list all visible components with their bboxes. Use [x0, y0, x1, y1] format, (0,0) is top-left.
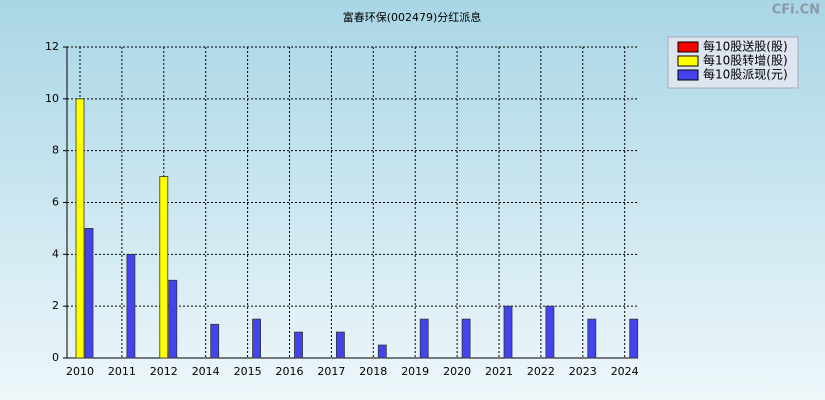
legend-swatch: [677, 55, 699, 67]
x-tick-label: 2011: [108, 365, 136, 378]
bar: [377, 344, 387, 359]
legend-label: 每10股送股(股): [703, 39, 788, 54]
x-tick-label: 2022: [527, 365, 555, 378]
bar: [419, 318, 429, 359]
bar: [629, 318, 639, 359]
y-tick-label: 10: [45, 92, 59, 105]
x-tick-label: 2016: [276, 365, 304, 378]
x-tick-label: 2014: [192, 365, 220, 378]
x-tick-label: 2010: [66, 365, 94, 378]
bar: [159, 176, 169, 359]
bar: [461, 318, 471, 359]
bar: [503, 305, 513, 359]
legend-swatch: [677, 41, 699, 53]
chart-title: 富春环保(002479)分红派息: [343, 10, 482, 24]
y-tick-label: 0: [52, 351, 59, 364]
x-tick-label: 2018: [359, 365, 387, 378]
x-tick-label: 2021: [485, 365, 513, 378]
y-tick-label: 12: [45, 40, 59, 53]
bar: [168, 279, 178, 359]
y-tick-label: 8: [52, 144, 59, 157]
x-tick-label: 2012: [150, 365, 178, 378]
y-tick-label: 4: [52, 247, 59, 260]
watermark: CFi.CN: [772, 3, 820, 18]
x-tick-label: 2017: [317, 365, 345, 378]
y-tick-label: 6: [52, 196, 59, 209]
bar: [126, 253, 136, 359]
bar: [545, 305, 555, 359]
bar: [210, 323, 220, 359]
bar: [294, 331, 303, 359]
x-tick-label: 2020: [443, 365, 471, 378]
bar: [587, 318, 597, 359]
bar: [75, 98, 85, 359]
legend-label: 每10股派现(元): [703, 67, 788, 82]
x-tick-label: 2024: [611, 365, 639, 378]
bar: [84, 228, 94, 359]
x-tick-label: 2023: [569, 365, 597, 378]
x-tick-label: 2015: [234, 365, 262, 378]
legend-label: 每10股转增(股): [703, 53, 788, 68]
bar: [335, 331, 345, 359]
legend-swatch: [677, 69, 699, 81]
x-tick-label: 2019: [401, 365, 429, 378]
bar: [252, 318, 262, 359]
y-tick-label: 2: [52, 299, 59, 312]
